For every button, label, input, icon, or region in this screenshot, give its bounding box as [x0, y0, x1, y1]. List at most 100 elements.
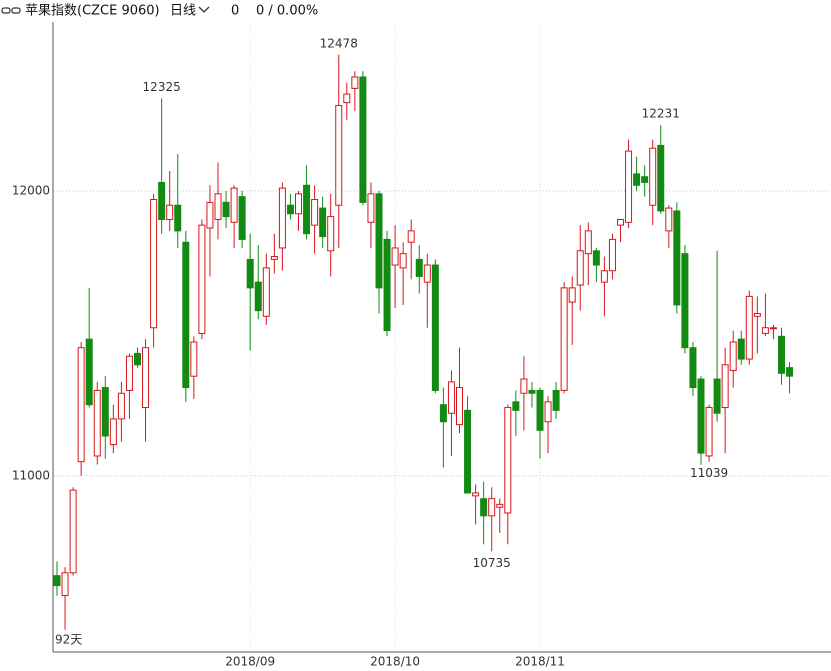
candle-body — [182, 241, 190, 389]
x-tick-label: 2018/09 — [225, 655, 275, 669]
link-icon[interactable] — [1, 7, 21, 14]
candle-body — [713, 378, 721, 414]
candle-body — [600, 270, 608, 283]
candle-body — [303, 184, 311, 235]
candle-body — [464, 409, 472, 494]
candle-body — [778, 335, 785, 374]
candle-body — [729, 341, 737, 371]
candle-body — [536, 389, 544, 431]
candle-body — [214, 193, 222, 220]
candle-body — [431, 264, 439, 391]
candle-body — [681, 253, 689, 349]
candle-body — [359, 76, 367, 203]
candle-body — [246, 258, 254, 289]
candle-body — [705, 407, 713, 457]
candle-body — [786, 367, 794, 377]
candle-body — [383, 238, 391, 332]
candle-body — [198, 224, 206, 334]
candle-body — [343, 93, 351, 104]
candle-body — [399, 253, 407, 269]
candle-body — [649, 147, 657, 206]
candle-body — [745, 295, 753, 360]
candle-body — [174, 204, 182, 232]
candle-body — [608, 238, 616, 272]
candle-body — [496, 503, 504, 508]
candle-body — [761, 327, 769, 334]
candle-body — [327, 216, 335, 252]
candle-body — [109, 418, 117, 446]
candle-body — [85, 338, 93, 406]
dropdown-chevron[interactable] — [198, 6, 210, 13]
candle-body — [142, 347, 150, 409]
candle-body — [206, 201, 214, 229]
candle-body — [69, 489, 77, 574]
candle-body — [423, 264, 431, 283]
candle-body — [439, 404, 447, 423]
candle-body — [238, 196, 246, 240]
header-change: 0 / 0.00% — [256, 4, 318, 19]
period-label: 92天 — [55, 633, 82, 647]
candle-body — [190, 341, 198, 377]
candle-body — [504, 407, 512, 514]
candle-body — [150, 199, 158, 329]
candle-body — [134, 352, 141, 366]
candle-body — [528, 389, 536, 394]
candle-body — [230, 187, 238, 223]
low-label: 11039 — [690, 466, 728, 480]
candle-body — [617, 218, 624, 226]
candle-body — [77, 347, 85, 463]
candle-body — [769, 327, 777, 330]
candle-body — [254, 281, 262, 312]
y-tick-label: 11000 — [12, 468, 50, 482]
candle-body — [375, 193, 383, 289]
candle-body — [447, 381, 455, 414]
candle-body — [278, 187, 286, 249]
candle-body — [158, 181, 166, 220]
candle-body — [689, 347, 697, 389]
icon-part — [1, 7, 11, 14]
candle-body — [61, 572, 69, 597]
candle-body — [576, 250, 584, 286]
candle-body — [480, 498, 488, 517]
candle-body — [697, 378, 705, 454]
candle-body — [552, 389, 560, 411]
candle-body — [311, 199, 319, 226]
candle-body — [415, 258, 423, 277]
candle-body — [456, 387, 463, 426]
candle-body — [625, 150, 633, 223]
candle-body — [512, 401, 520, 411]
candle-body — [270, 256, 278, 260]
high-label: 12325 — [143, 80, 181, 94]
candle-body — [560, 287, 568, 391]
header-price: 0 — [231, 4, 239, 19]
candle-body — [592, 250, 600, 266]
candle-body — [633, 173, 641, 186]
candle-body — [367, 193, 375, 223]
candle-body — [93, 389, 101, 457]
candle-body — [488, 498, 496, 517]
icon-part — [11, 7, 21, 14]
candle-body — [568, 287, 576, 303]
candle-body — [125, 355, 133, 391]
header-period[interactable]: 日线 — [170, 4, 196, 19]
candle-body — [520, 378, 528, 394]
candle-body — [584, 230, 592, 255]
candle-body — [407, 230, 415, 243]
candle-body — [53, 575, 61, 587]
candle-body — [472, 492, 480, 497]
candle-body — [673, 210, 681, 306]
candle-body — [657, 144, 665, 212]
y-tick-label: 12000 — [12, 183, 50, 197]
candle-body — [166, 204, 174, 220]
candle-body — [544, 401, 552, 423]
candle-body — [222, 201, 230, 218]
candle-body — [117, 392, 125, 420]
x-tick-label: 2018/11 — [515, 655, 565, 669]
high-label: 12231 — [642, 107, 680, 121]
candle-body — [335, 104, 343, 206]
candle-body — [351, 76, 359, 89]
high-label: 12478 — [320, 36, 358, 50]
candle-body — [286, 204, 294, 215]
